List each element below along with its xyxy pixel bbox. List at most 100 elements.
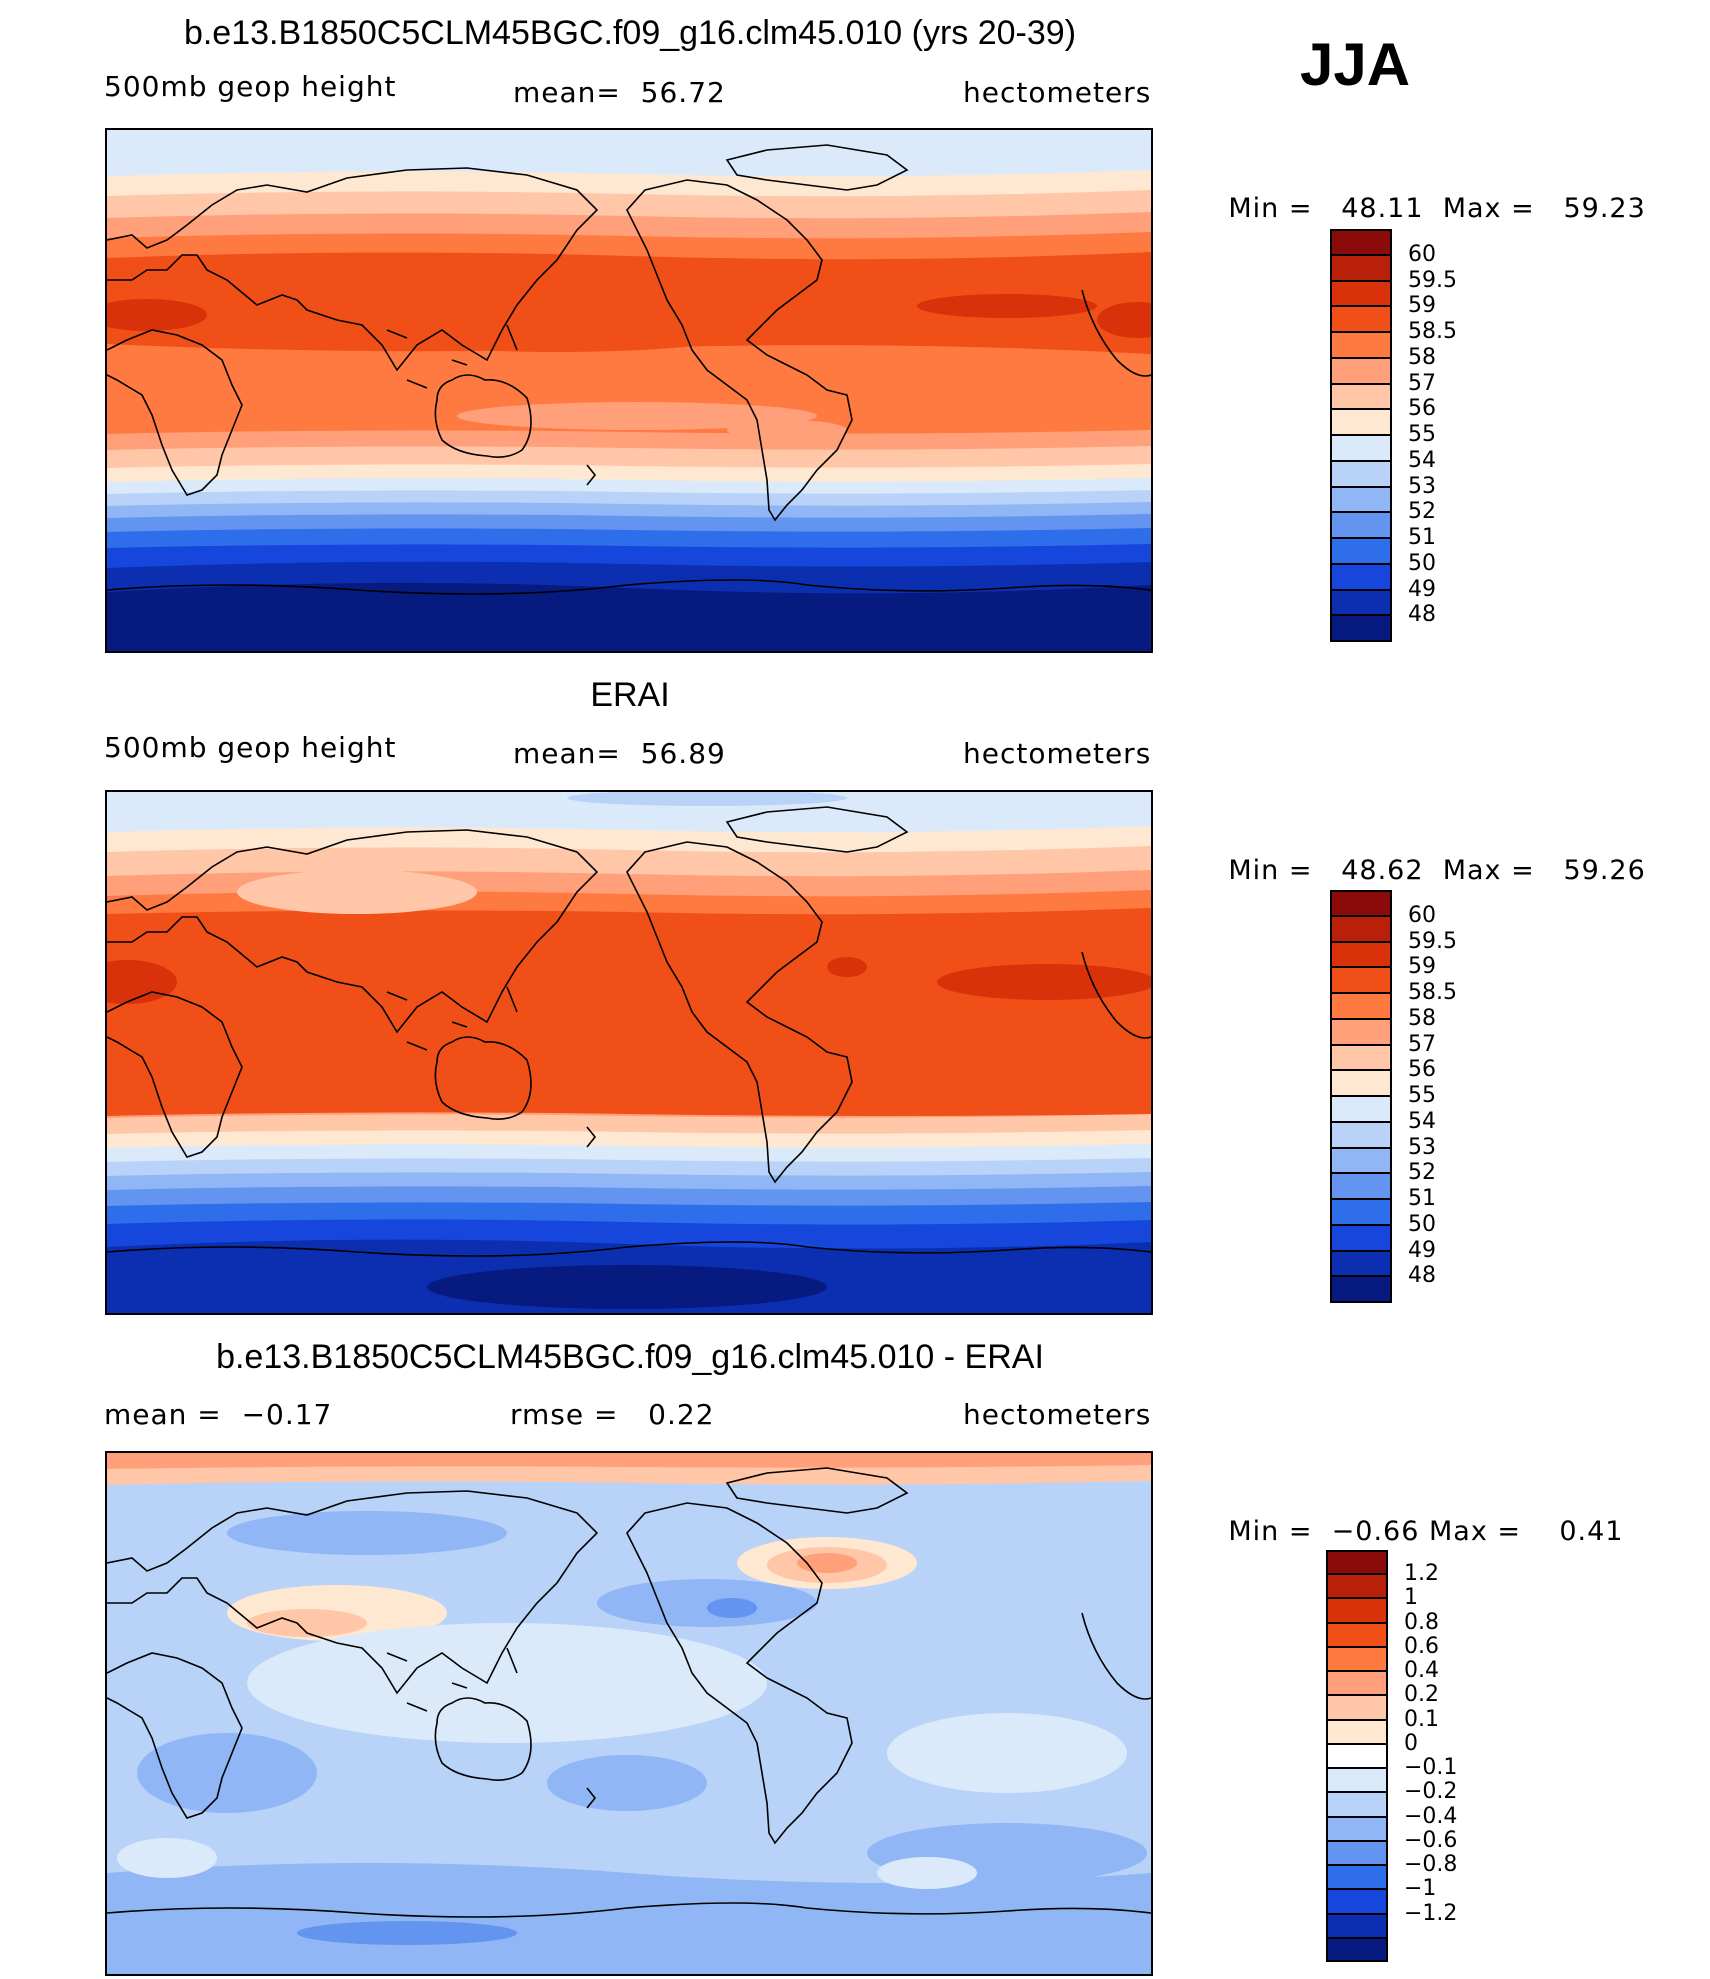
panel-1-colorbar-box [1330,229,1392,256]
panel-3-colorbar-separator [1326,1573,1388,1576]
panel-2-colorbar-separator [1330,1069,1392,1072]
panel-1-colorbar-box [1330,306,1392,333]
panel-2-colorbar-label: 48 [1408,1263,1436,1289]
panel-1-colorbar-label: 58 [1408,344,1436,370]
panel-2-colorbar-label: 59 [1408,954,1436,980]
panel-1-colorbar-box [1330,512,1392,539]
panel-3-max-value: 0.41 [1559,1516,1624,1547]
panel-2-colorbar-separator [1330,1146,1392,1149]
panel-2-colorbar-label: 54 [1408,1108,1436,1134]
panel-2-coastlines [107,806,1151,1257]
panel-1-map [105,128,1153,653]
panel-1-colorbar-box [1330,332,1392,359]
panel-1-colorbar-separator [1330,279,1392,282]
panel-2-contour-fill [107,792,1151,1313]
panel-3-colorbar-label: 0.8 [1404,1609,1439,1635]
panel-1-coastlines [107,144,1151,595]
panel-1-title: b.e13.B1850C5CLM45BGC.f09_g16.clm45.010 … [183,14,1077,52]
panel-2-max-label: Max = [1442,855,1535,886]
panel-1-colorbar-box [1330,357,1392,384]
panel-3-colorbar-label: −1.2 [1404,1900,1458,1926]
panel-1-colorbar-box [1330,486,1392,513]
panel-1-colorbar-box [1330,615,1392,642]
panel-2-colorbar-label: 53 [1408,1134,1436,1160]
panel-3-colorbar-separator [1326,1936,1388,1939]
panel-1-colorbar-label: 53 [1408,473,1436,499]
panel-1-max-label: Max = [1442,193,1535,224]
panel-1-colorbar-box [1330,589,1392,616]
panel-1-colorbar-label: 48 [1408,602,1436,628]
panel-1-colorbar-box [1330,409,1392,436]
panel-1-colorbar-label: 59 [1408,293,1436,319]
panel-1-colorbar-separator [1330,511,1392,514]
panel-2-colorbar-box [1330,890,1392,917]
panel-3-colorbar-label: −0.8 [1404,1852,1458,1878]
panel-2-mean: mean= 56.89 [513,737,726,770]
panel-2-colorbar-box [1330,1224,1392,1251]
panel-1-colorbar-separator [1330,562,1392,565]
panel-3-colorbar-separator [1326,1864,1388,1867]
panel-3-colorbar-separator [1326,1767,1388,1770]
panel-3-colorbar-separator [1326,1694,1388,1697]
panel-2-colorbar-label: 59.5 [1408,928,1457,954]
panel-2-colorbar-box [1330,915,1392,942]
panel-3-colorbar-box [1326,1622,1388,1648]
panel-3-colorbar-label: 0 [1404,1730,1418,1756]
panel-1-colorbar-box [1330,383,1392,410]
panel-1-colorbar-separator [1330,537,1392,539]
panel-1-mean: mean= 56.72 [513,76,726,109]
panel-2-min-value: 48.62 [1341,855,1424,886]
panel-2-colorbar-box [1330,1173,1392,1200]
panel-1-colorbar-box [1330,563,1392,590]
panel-1-minmax: Min = 48.11 Max = 59.23 [1190,162,1646,255]
panel-1-colorbar-separator [1330,305,1392,308]
panel-2-colorbar-label: 49 [1408,1237,1436,1263]
panel-2-colorbar-separator [1330,914,1392,917]
panel-3-colorbar-label: 0.1 [1404,1706,1439,1732]
panel-2-colorbar-box [1330,1018,1392,1045]
panel-3-colorbar-separator [1326,1839,1388,1842]
panel-2-colorbar-label: 51 [1408,1186,1436,1211]
panel-3-coastlines [107,1467,1151,1918]
panel-3-min-label: Min = [1228,1516,1313,1547]
panel-3-units: hectometers [963,1398,1152,1431]
panel-3-mean: mean = −0.17 [104,1398,333,1431]
panel-3-colorbar-label: 0.2 [1404,1682,1439,1708]
panel-1-units: hectometers [963,76,1152,109]
panel-2-colorbar-box [1330,1250,1392,1277]
panel-1-min-label: Min = [1228,193,1313,224]
panel-1-colorbar-box [1330,254,1392,281]
panel-3-colorbar-box [1326,1719,1388,1745]
panel-3-colorbar-box [1326,1598,1388,1624]
panel-3-minmax: Min = −0.66 Max = 0.41 [1190,1485,1623,1578]
panel-3-colorbar-separator [1326,1888,1388,1891]
panel-2-colorbar-separator [1330,1249,1392,1252]
panel-2-colorbar-separator [1330,1223,1392,1226]
panel-2-colorbar-separator [1330,1172,1392,1175]
panel-3-colorbar-separator [1326,1670,1388,1673]
panel-3-colorbar-separator [1326,1645,1388,1648]
panel-1-colorbar-separator [1330,253,1392,256]
panel-2-colorbar-label: 58 [1408,1005,1436,1031]
panel-2-colorbar-separator [1330,1198,1392,1200]
panel-1-colorbar-separator [1330,356,1392,359]
panel-1-colorbar-label: 51 [1408,525,1436,550]
panel-2-colorbar-separator [1330,1017,1392,1020]
panel-1-colorbar-separator [1330,614,1392,617]
panel-3-contour-fill [107,1453,1151,1974]
panel-3-colorbar-separator [1326,1912,1388,1915]
panel-2-colorbar-box [1330,1044,1392,1071]
panel-3-colorbar-separator [1326,1621,1388,1624]
panel-2-colorbar-separator [1330,1095,1392,1097]
panel-1-colorbar-label: 59.5 [1408,267,1457,293]
panel-3-colorbar-label: −0.2 [1404,1779,1458,1805]
panel-2-colorbar-box [1330,1070,1392,1097]
panel-3-colorbar-separator [1326,1718,1388,1721]
panel-2-min-label: Min = [1228,855,1313,886]
panel-1-min-value: 48.11 [1341,193,1424,224]
panel-2-max-value: 59.26 [1563,855,1646,886]
panel-3-colorbar-label: 0.4 [1404,1658,1439,1684]
panel-2-colorbar-box [1330,1096,1392,1123]
panel-2-colorbar-separator [1330,1043,1392,1046]
panel-1-colorbar-box [1330,538,1392,565]
